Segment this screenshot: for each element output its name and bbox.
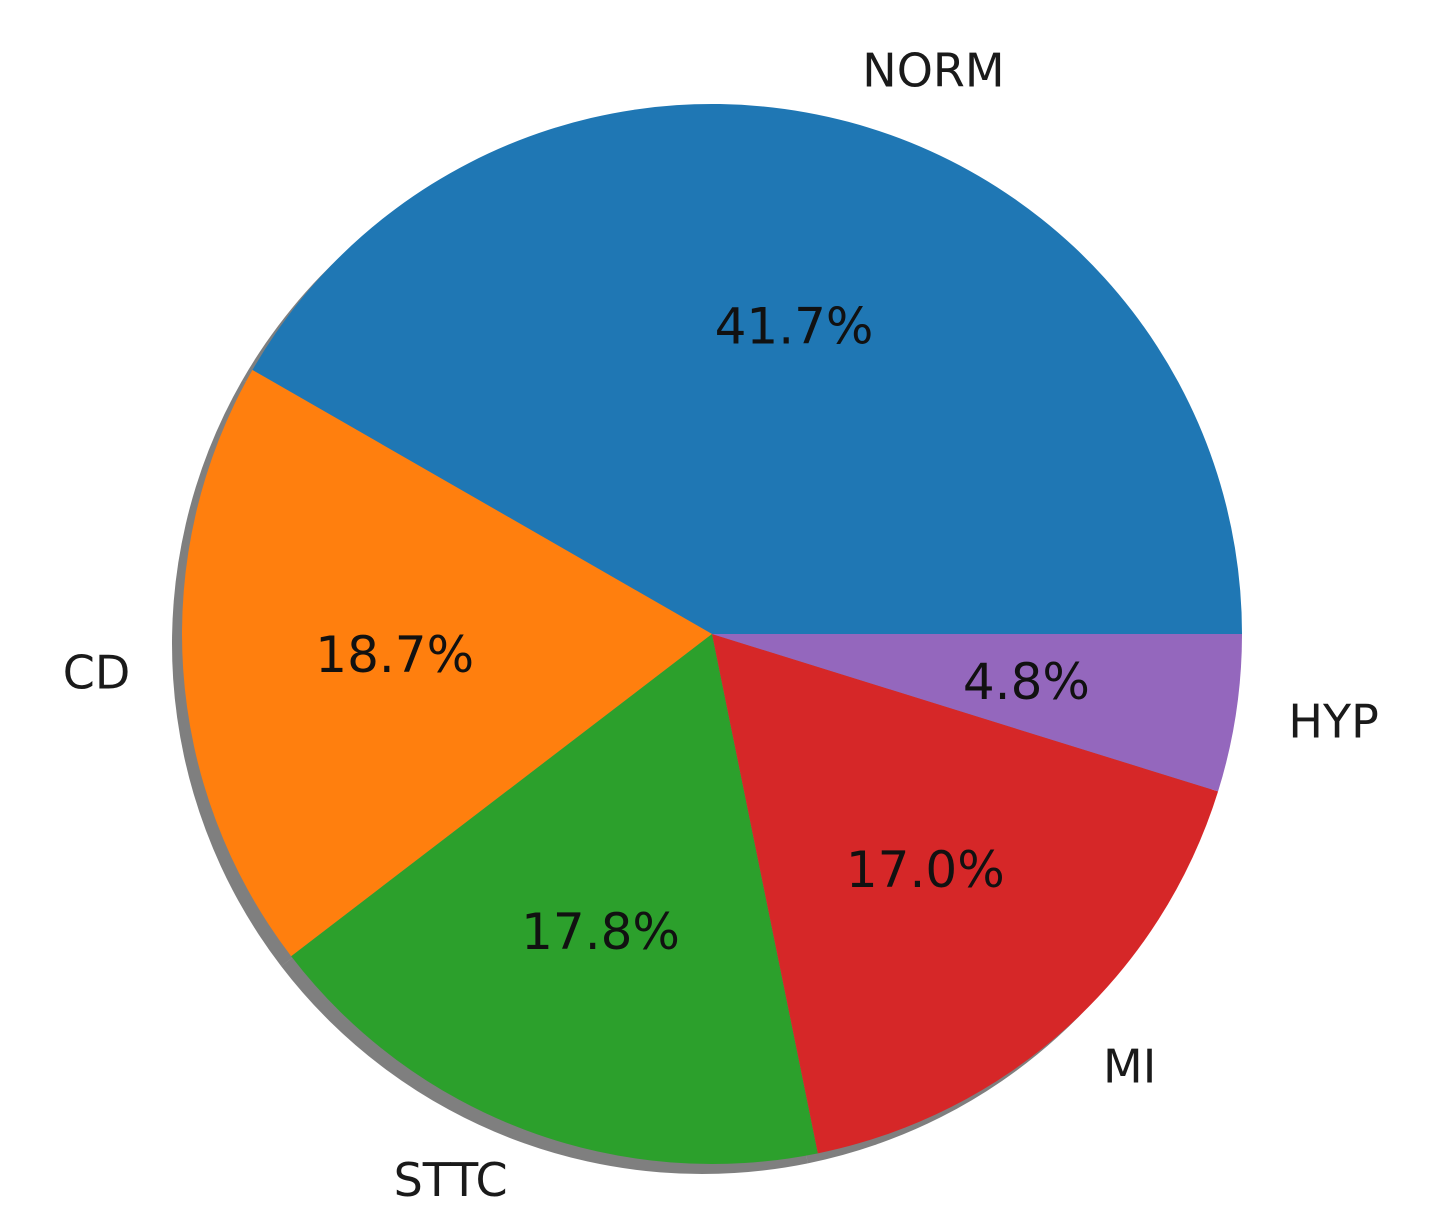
- pie-label-cd: CD: [63, 645, 131, 699]
- pie-slice-cd: [182, 369, 712, 957]
- pie-slice-mi: [712, 634, 1219, 1154]
- pie-label-norm: NORM: [862, 44, 1004, 98]
- pie-slice-norm: [252, 103, 1243, 634]
- pie-label-sttc: STTC: [394, 1153, 508, 1207]
- pie-slice-hyp: [712, 634, 1242, 792]
- pie-pct-mi: 17.0%: [846, 841, 1005, 899]
- pie-label-hyp: HYP: [1288, 695, 1378, 749]
- pie-labels: NORM 41.7% CD 18.7% STTC 17.8% MI 17.0% HYP 4.8%: [63, 44, 1379, 1207]
- pie-pct-norm: 41.7%: [715, 298, 874, 356]
- pie-slice-sttc: [291, 634, 818, 1164]
- pie-pct-hyp: 4.8%: [963, 653, 1090, 711]
- pie-pct-cd: 18.7%: [315, 626, 474, 684]
- pie-pct-sttc: 17.8%: [521, 903, 680, 961]
- pie-slices: [182, 103, 1243, 1164]
- pie-label-mi: MI: [1103, 1039, 1156, 1093]
